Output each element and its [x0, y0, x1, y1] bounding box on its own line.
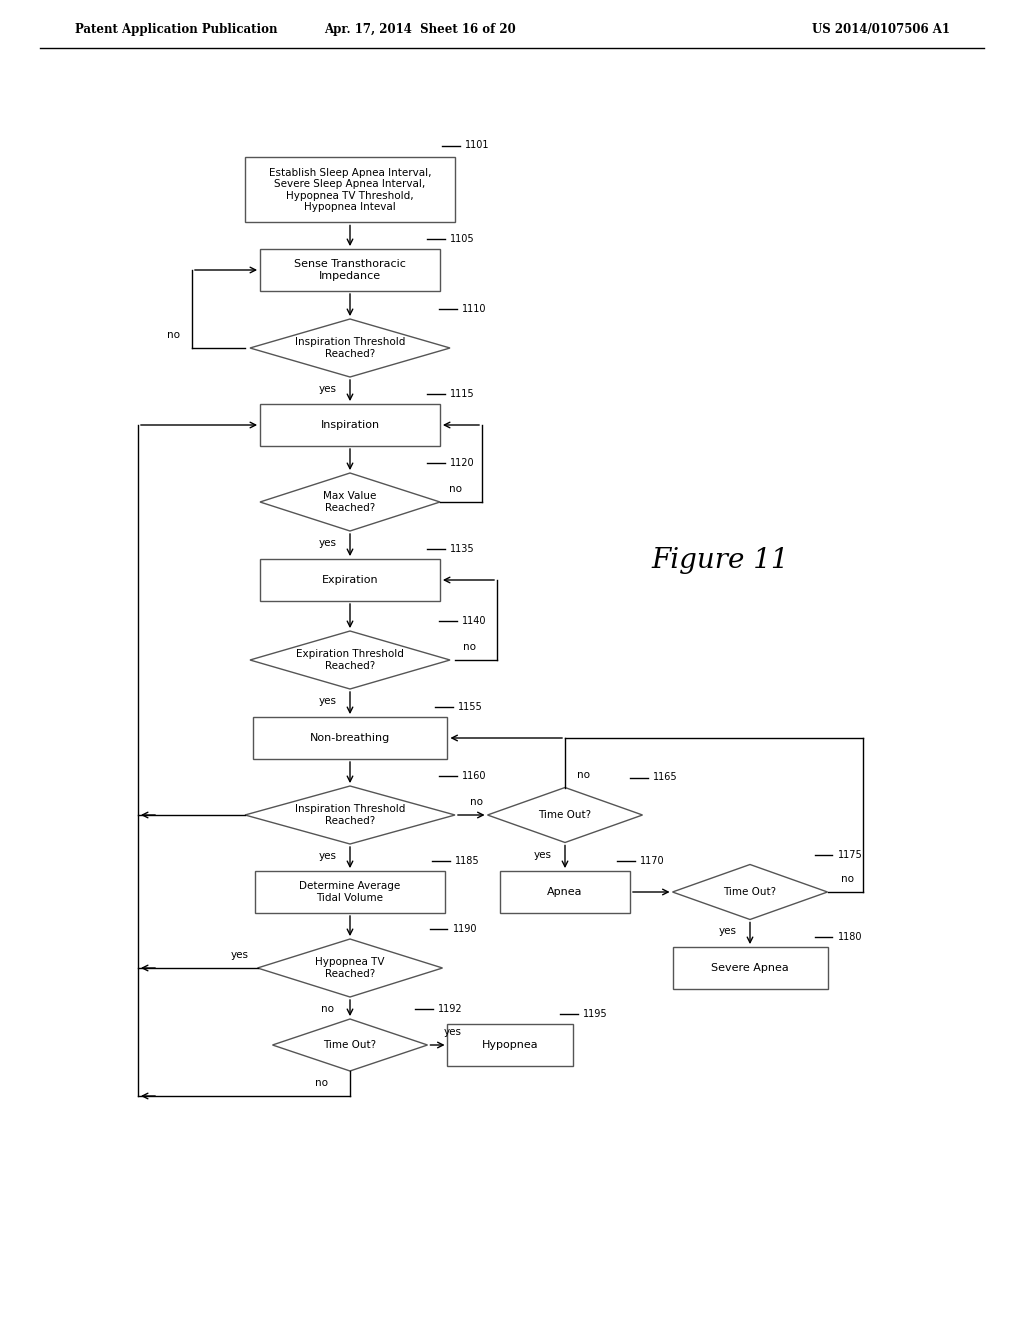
Text: yes: yes — [319, 384, 337, 393]
Text: US 2014/0107506 A1: US 2014/0107506 A1 — [812, 24, 950, 37]
Polygon shape — [250, 631, 450, 689]
FancyBboxPatch shape — [253, 717, 447, 759]
Text: yes: yes — [443, 1027, 462, 1038]
Text: Severe Apnea: Severe Apnea — [711, 964, 788, 973]
Text: Apr. 17, 2014  Sheet 16 of 20: Apr. 17, 2014 Sheet 16 of 20 — [325, 24, 516, 37]
Text: 1170: 1170 — [640, 855, 665, 866]
Text: yes: yes — [319, 539, 337, 548]
FancyBboxPatch shape — [673, 946, 827, 989]
Text: 1185: 1185 — [455, 855, 479, 866]
Text: 1155: 1155 — [458, 702, 482, 711]
Text: Inspiration Threshold
Reached?: Inspiration Threshold Reached? — [295, 804, 406, 826]
Text: Hypopnea TV
Reached?: Hypopnea TV Reached? — [315, 957, 385, 979]
FancyBboxPatch shape — [255, 871, 445, 913]
Text: no: no — [168, 330, 180, 341]
Text: yes: yes — [319, 696, 337, 706]
Text: 1175: 1175 — [838, 850, 862, 859]
Text: 1190: 1190 — [453, 924, 477, 935]
Text: 1115: 1115 — [450, 389, 475, 399]
Text: no: no — [449, 484, 462, 494]
Polygon shape — [272, 1019, 427, 1071]
Text: Time Out?: Time Out? — [723, 887, 776, 898]
Text: Patent Application Publication: Patent Application Publication — [75, 24, 278, 37]
Polygon shape — [245, 785, 455, 843]
Text: 1120: 1120 — [450, 458, 475, 469]
Polygon shape — [673, 865, 827, 920]
Text: Expiration: Expiration — [322, 576, 378, 585]
FancyBboxPatch shape — [500, 871, 630, 913]
Polygon shape — [260, 473, 440, 531]
FancyBboxPatch shape — [260, 249, 440, 290]
Text: Time Out?: Time Out? — [539, 810, 592, 820]
Text: Max Value
Reached?: Max Value Reached? — [324, 491, 377, 512]
Text: Sense Transthoracic
Impedance: Sense Transthoracic Impedance — [294, 259, 406, 281]
Text: yes: yes — [230, 950, 249, 960]
Text: 1192: 1192 — [437, 1005, 462, 1014]
Text: 1180: 1180 — [838, 932, 862, 942]
Polygon shape — [257, 939, 442, 997]
Text: yes: yes — [719, 927, 737, 936]
Text: Expiration Threshold
Reached?: Expiration Threshold Reached? — [296, 649, 403, 671]
FancyBboxPatch shape — [260, 558, 440, 601]
Text: 1101: 1101 — [465, 140, 489, 150]
Text: no: no — [470, 797, 483, 807]
Text: no: no — [841, 874, 854, 884]
Text: Hypopnea: Hypopnea — [481, 1040, 539, 1049]
Text: no: no — [577, 771, 590, 780]
FancyBboxPatch shape — [447, 1024, 572, 1067]
Text: Apnea: Apnea — [547, 887, 583, 898]
Text: Inspiration Threshold
Reached?: Inspiration Threshold Reached? — [295, 337, 406, 359]
Text: no: no — [315, 1078, 329, 1088]
Text: no: no — [322, 1005, 335, 1014]
Text: 1165: 1165 — [652, 772, 677, 783]
Text: Determine Average
Tidal Volume: Determine Average Tidal Volume — [299, 882, 400, 903]
Text: 1140: 1140 — [462, 616, 486, 626]
Text: Figure 11: Figure 11 — [651, 546, 788, 573]
FancyBboxPatch shape — [260, 404, 440, 446]
Text: 1195: 1195 — [583, 1008, 607, 1019]
Text: yes: yes — [319, 851, 337, 861]
Text: 1135: 1135 — [450, 544, 475, 554]
Polygon shape — [250, 319, 450, 378]
Text: yes: yes — [534, 850, 552, 859]
Text: 1105: 1105 — [450, 234, 475, 244]
Text: 1110: 1110 — [462, 304, 486, 314]
Text: 1160: 1160 — [462, 771, 486, 781]
Text: Non-breathing: Non-breathing — [310, 733, 390, 743]
Text: Inspiration: Inspiration — [321, 420, 380, 430]
Text: Establish Sleep Apnea Interval,
Severe Sleep Apnea Interval,
Hypopnea TV Thresho: Establish Sleep Apnea Interval, Severe S… — [268, 168, 431, 213]
Text: Time Out?: Time Out? — [324, 1040, 377, 1049]
FancyBboxPatch shape — [245, 157, 455, 223]
Polygon shape — [487, 788, 642, 842]
Text: no: no — [464, 642, 476, 652]
